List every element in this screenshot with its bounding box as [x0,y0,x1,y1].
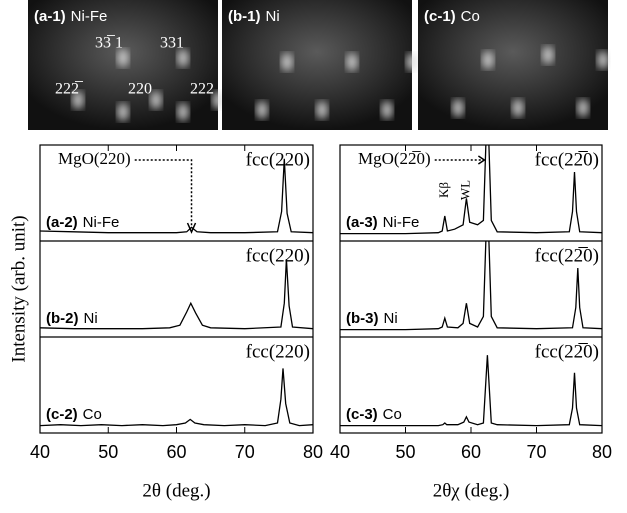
x-axis-label: 2θχ (deg.) [433,480,510,501]
x-tick-label: 50 [395,442,415,462]
image-label: (a-1) Ni-Fe [34,8,107,25]
diffraction-spot [406,53,418,71]
image-sample: Ni [266,8,280,25]
panel-sample: Ni [84,310,98,327]
panel-id: (c-2) [46,406,78,423]
image-id: (c-1) [424,8,456,25]
panel-sample: Co [383,406,402,423]
panel-label: (b-3) Ni [346,310,398,327]
x-tick-label: 80 [303,442,323,462]
diffraction-spot [512,99,524,117]
x-tick-label: 40 [30,442,50,462]
spot-label: 331 [160,35,184,52]
diffraction-spot [177,49,189,67]
peak-note: Kβ [436,182,451,198]
xrd-line [40,368,313,425]
image-id: (a-1) [34,8,66,25]
peak-label: fcc(22̅0) [535,245,599,266]
diffraction-spot [482,51,494,69]
diffraction-spot [316,101,328,119]
panel-sample: Co [83,406,102,423]
plot-frame [40,145,313,433]
panel-id: (b-3) [346,310,379,327]
annotation: MgO(22̅0) [358,149,431,168]
panel-id: (b-2) [46,310,79,327]
panel-label: (c-3) Co [346,406,402,423]
xrd-line [40,259,313,329]
panel-sample: Ni [384,310,398,327]
peak-label: fcc(220) [246,245,310,266]
x-tick-label: 70 [526,442,546,462]
diffraction-spot [256,101,268,119]
spot-label: 220 [128,81,152,98]
panel-sample: Ni-Fe [383,214,420,231]
x-tick-label: 40 [330,442,350,462]
x-tick-label: 50 [98,442,118,462]
panel-label: (a-3) Ni-Fe [346,214,419,231]
diffraction-spot [281,53,293,71]
diffraction-spot [381,101,393,119]
panel-id: (a-3) [346,214,378,231]
xrd-line [340,355,602,425]
diffraction-spot [117,103,129,121]
diffraction-spot [542,46,554,64]
image-sample: Co [461,8,480,25]
annotation: MgO(220) [58,149,131,168]
diffraction-spot [346,53,358,71]
image-label: (b-1) Ni [228,8,280,25]
diffraction-spot [452,99,464,117]
diffraction-spot [577,99,589,117]
panel-label: (b-2) Ni [46,310,98,327]
x-tick-label: 60 [166,442,186,462]
rheed-image: (b-1) Ni [222,0,418,130]
rheed-image: (c-1) Co [418,0,609,130]
x-tick-label: 80 [592,442,612,462]
image-label: (c-1) Co [424,8,480,25]
spot-label: 33̅ 1 [95,35,123,52]
peak-label: fcc(220) [246,341,310,362]
x-tick-label: 70 [235,442,255,462]
annotation-arrow [135,160,192,227]
image-sample: Ni-Fe [71,8,108,25]
figure: (a-1)Ni-Fe33̅ 1331222̅220222(b-1)Ni(c-1)… [0,0,627,508]
image-id: (b-1) [228,8,261,25]
peak-note: WL [457,180,472,200]
panel-sample: Ni-Fe [83,214,120,231]
panel-label: (a-2) Ni-Fe [46,214,119,231]
peak-label: fcc(22̅0) [535,149,599,170]
panel-id: (a-2) [46,214,78,231]
spot-label: 222 [190,81,214,98]
diffraction-spot [597,51,609,69]
x-axis-label: 2θ (deg.) [142,480,210,501]
panel-label: (c-2) Co [46,406,102,423]
peak-label: fcc(22̅0) [535,341,599,362]
diffraction-spot [177,103,189,121]
panel-id: (c-3) [346,406,378,423]
x-tick-label: 60 [461,442,481,462]
diffraction-spot [117,49,129,67]
y-axis-label: Intensity (arb. unit) [8,215,29,362]
peak-label: fcc(220) [246,149,310,170]
